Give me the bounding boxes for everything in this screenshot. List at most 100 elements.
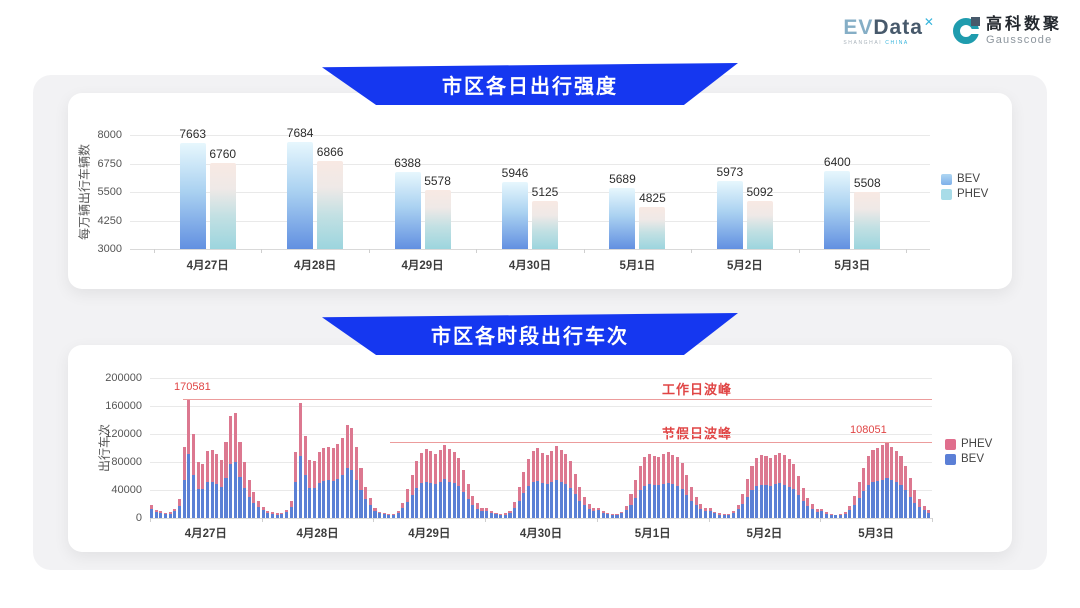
bar-segment-bev [708,510,712,518]
x-axis-date-label: 4月30日 [519,528,563,540]
x-axis-date-label: 4月28日 [296,528,339,540]
x-tick-mark [596,518,598,522]
bar-segment-phev [554,445,559,480]
bar-segment-phev [429,451,433,483]
bar-segment-phev [741,493,745,505]
stacked-bar [890,446,894,518]
stacked-bar [485,507,489,518]
stacked-bar [829,513,833,518]
bar-segment-phev [717,513,721,515]
stacked-bar [750,465,754,518]
bar-segment-bev [862,491,866,518]
bar-segment-phev [443,444,447,480]
x-tick-mark [932,518,933,522]
bar-segment-bev [233,462,237,518]
bar-bev [179,142,206,249]
stacked-bar [810,504,815,518]
bar-segment-bev [429,482,433,518]
bar-segment-bev [257,507,261,518]
bar-segment-bev [713,513,717,518]
g-block [970,17,980,26]
stacked-bar [392,513,396,518]
bar-segment-phev [471,495,475,505]
bar-phev [209,163,236,249]
stacked-bar [564,454,568,518]
bar-segment-bev [489,513,493,518]
y-tick-label: 200000 [105,372,142,384]
bar-segment-phev [215,454,219,485]
bar-segment-phev [266,510,270,513]
bar-phev [746,201,773,249]
bar-segment-bev [275,514,279,518]
chart1-legend-item-phev[interactable]: PHEV [941,188,988,200]
stacked-bar [182,447,186,518]
bar-segment-phev [373,508,377,511]
chart2-legend-item-bev[interactable]: BEV [945,453,992,465]
stacked-bar [336,444,340,518]
bar-segment-phev [233,413,237,463]
bev-swatch-icon [941,173,952,185]
bar-value-bev: 6400 [823,155,851,170]
bar-segment-phev [904,465,908,490]
bar-segment-bev [364,499,368,518]
bar-segment-bev [382,514,386,518]
bar-segment-phev [224,442,228,478]
stacked-bar [424,449,428,518]
bar-segment-phev [168,512,172,514]
stacked-bar [480,507,484,518]
stacked-bar [438,450,442,518]
bar-segment-phev [815,508,819,512]
bar-segment-bev [457,485,461,518]
bar-segment-bev [568,487,573,518]
bar-segment-bev [163,514,168,518]
chart1-plot-area: 3000 4250 5500 6750 8000 7663 6760 4月27日 7684 686… [98,126,930,272]
gausscode-wordmark: 高科数聚 Gausscode [986,16,1062,46]
bar-segment-bev [680,488,684,518]
y-tick-label: 40000 [111,484,142,496]
chart1-legend-item-bev[interactable]: BEV [941,173,988,185]
stacked-bar [596,507,600,518]
x-tick-mark [820,518,822,522]
bar-segment-bev [727,514,731,518]
bar-segment-bev [410,494,414,518]
bar-segment-bev [182,479,186,518]
stacked-bar [634,480,638,518]
stacked-bar [275,513,279,518]
gridline [150,434,932,435]
bar-segment-bev [699,508,703,518]
bar-segment-phev [927,509,931,513]
stacked-bar [727,513,731,518]
x-axis-date-label: 5月1日 [619,260,656,272]
chart2-legend-item-phev[interactable]: PHEV [945,438,992,450]
bar-segment-phev [163,512,168,515]
bar-segment-bev [527,486,531,518]
bar-segment-bev [168,513,172,518]
bar-segment-bev [345,468,349,518]
bar-segment-bev [750,490,754,518]
bar-segment-bev [904,490,908,518]
bar-segment-bev [303,474,307,518]
stacked-bar [638,466,642,518]
bar-segment-bev [694,505,698,518]
bar-segment-bev [541,483,545,518]
gridline [130,163,930,165]
stacked-bar [461,470,465,518]
gausscode-logo: 高科数聚 Gausscode [952,16,1062,46]
bar-segment-bev [508,512,512,518]
x-axis-date-label: 4月28日 [294,260,337,272]
bar-segment-bev [480,511,484,518]
bar-segment-phev [503,513,507,515]
bar-segment-bev [838,515,842,518]
stacked-bar [322,447,326,518]
bar-segment-phev [601,511,605,514]
bar-segment-phev [866,456,870,486]
bar-segment-phev [415,461,419,488]
bar-segment-phev [629,494,633,505]
bev-swatch-icon [945,453,956,465]
bar-segment-phev [918,499,922,508]
bar-value-phev: 5578 [424,174,451,189]
bar-value-bev: 7684 [286,126,314,141]
bar-segment-bev [773,484,777,518]
bar-segment-bev [173,511,177,518]
